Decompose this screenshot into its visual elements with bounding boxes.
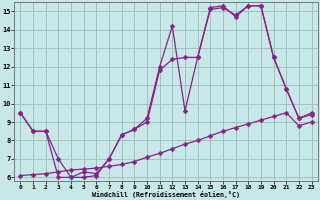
- X-axis label: Windchill (Refroidissement éolien,°C): Windchill (Refroidissement éolien,°C): [92, 191, 240, 198]
